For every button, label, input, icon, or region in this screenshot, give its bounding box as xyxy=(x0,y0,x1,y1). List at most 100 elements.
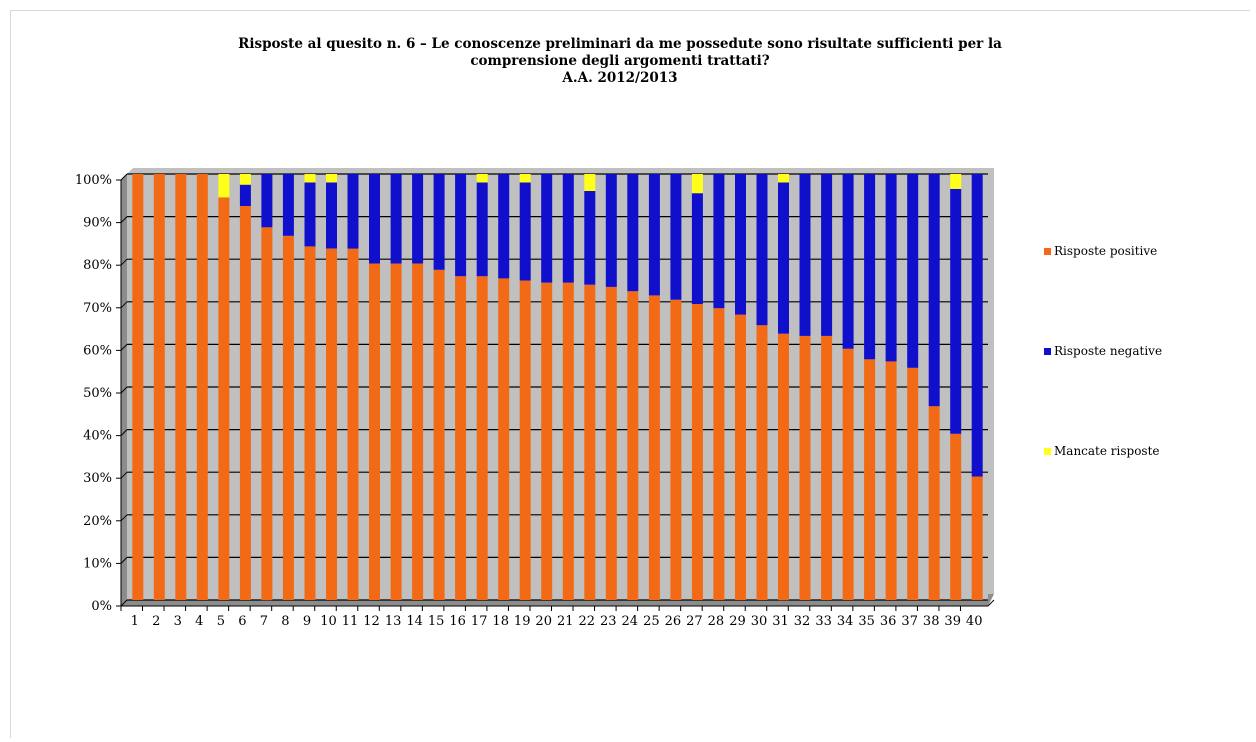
bar-1-27 xyxy=(691,193,703,304)
legend-swatch-negative xyxy=(1044,347,1051,355)
bar-0-13 xyxy=(390,263,402,600)
bar-1-10 xyxy=(326,182,337,249)
legend-label-negative: Risposte negative xyxy=(1054,344,1163,358)
x-tick-label: 12 xyxy=(363,614,380,629)
legend-swatch-missing xyxy=(1044,447,1051,455)
x-tick-label: 27 xyxy=(686,614,703,629)
x-tick-label: 18 xyxy=(492,614,509,629)
legend-label-missing: Mancate risposte xyxy=(1054,444,1160,458)
bar-1-39 xyxy=(950,188,962,434)
bar-0-33 xyxy=(821,335,833,600)
x-tick-label: 25 xyxy=(643,614,660,629)
bar-0-16 xyxy=(455,276,467,600)
bar-0-24 xyxy=(627,291,639,600)
bar-1-19 xyxy=(519,182,531,281)
gridline-side xyxy=(120,429,128,436)
x-tick-label: 17 xyxy=(471,614,488,629)
x-tick-label: 20 xyxy=(535,614,552,629)
bar-1-37 xyxy=(907,174,919,368)
bar-0-5 xyxy=(218,197,230,600)
bar-0-28 xyxy=(713,308,725,600)
bar-0-31 xyxy=(778,333,789,601)
x-tick-label: 23 xyxy=(600,614,617,629)
bar-2-22 xyxy=(584,174,596,191)
gridline-side xyxy=(120,344,128,351)
x-tick-label: 33 xyxy=(815,614,832,629)
bar-1-9 xyxy=(304,182,316,247)
bar-2-27 xyxy=(691,174,703,194)
y-tick-label: 50% xyxy=(83,386,112,401)
x-tick-label: 11 xyxy=(342,614,359,629)
bar-0-14 xyxy=(412,263,424,600)
x-tick-label: 6 xyxy=(238,614,246,629)
bar-0-40 xyxy=(971,476,983,600)
bar-1-13 xyxy=(390,174,402,264)
bar-0-39 xyxy=(950,433,962,600)
y-tick-label: 20% xyxy=(83,514,112,529)
bar-0-30 xyxy=(756,325,768,600)
x-tick-label: 30 xyxy=(751,614,768,629)
gridline-side xyxy=(120,258,128,266)
y-tick-label: 0% xyxy=(91,599,112,614)
bar-0-21 xyxy=(562,282,574,600)
bar-0-12 xyxy=(369,263,380,600)
bar-0-17 xyxy=(476,276,488,600)
x-tick-label: 5 xyxy=(217,614,225,629)
bar-0-18 xyxy=(498,278,510,600)
gridline-side xyxy=(120,301,128,309)
bar-0-7 xyxy=(261,227,273,601)
bar-2-10 xyxy=(326,174,337,183)
bar-0-25 xyxy=(648,295,660,600)
x-tick-label: 10 xyxy=(320,614,337,629)
legend-label-positive: Risposte positive xyxy=(1054,244,1158,258)
bar-2-19 xyxy=(519,174,531,183)
x-tick-label: 4 xyxy=(195,614,203,629)
x-tick-label: 34 xyxy=(837,614,854,629)
bar-1-40 xyxy=(971,174,983,477)
bar-0-2 xyxy=(153,174,165,600)
bar-0-15 xyxy=(433,269,445,600)
x-tick-label: 1 xyxy=(131,614,139,629)
bar-1-28 xyxy=(713,174,725,309)
x-tick-label: 32 xyxy=(794,614,811,629)
bar-0-11 xyxy=(347,248,359,600)
y-tick-label: 10% xyxy=(83,556,112,571)
bar-1-23 xyxy=(605,174,617,287)
gridline-side xyxy=(120,557,128,564)
bar-1-22 xyxy=(584,191,596,285)
bar-0-6 xyxy=(239,205,251,600)
bar-1-8 xyxy=(282,174,294,236)
x-tick-label: 28 xyxy=(708,614,725,629)
bar-1-33 xyxy=(821,174,833,336)
x-tick-label: 2 xyxy=(152,614,160,629)
x-tick-label: 22 xyxy=(579,614,596,629)
bar-1-12 xyxy=(369,174,380,264)
x-tick-label: 26 xyxy=(665,614,682,629)
x-tick-label: 19 xyxy=(514,614,531,629)
gridline-side xyxy=(120,599,128,607)
y-tick-label: 70% xyxy=(83,301,112,316)
bar-1-24 xyxy=(627,174,639,292)
y-tick-label: 40% xyxy=(83,429,112,444)
bar-0-19 xyxy=(519,280,531,600)
chart-title: Risposte al quesito n. 6 – Le conoscenze… xyxy=(130,36,1110,87)
bar-1-14 xyxy=(412,174,424,264)
x-tick-label: 38 xyxy=(923,614,940,629)
chart-title-line-2: comprensione degli argomenti trattati? xyxy=(470,53,770,69)
x-tick-label: 24 xyxy=(622,614,639,629)
x-tick-label: 8 xyxy=(281,614,289,629)
x-tick-label: 29 xyxy=(729,614,746,629)
x-tick-label: 9 xyxy=(303,614,311,629)
gridline-side xyxy=(120,471,128,479)
bar-2-17 xyxy=(476,174,488,183)
bar-1-16 xyxy=(455,174,467,277)
bar-0-4 xyxy=(196,174,208,600)
bar-0-8 xyxy=(282,235,294,601)
chart-title-line-3: A.A. 2012/2013 xyxy=(562,70,678,86)
bar-1-11 xyxy=(347,174,359,249)
bar-0-38 xyxy=(928,406,940,600)
bar-1-18 xyxy=(498,174,510,279)
bar-0-32 xyxy=(799,335,811,600)
bar-1-17 xyxy=(476,182,488,277)
